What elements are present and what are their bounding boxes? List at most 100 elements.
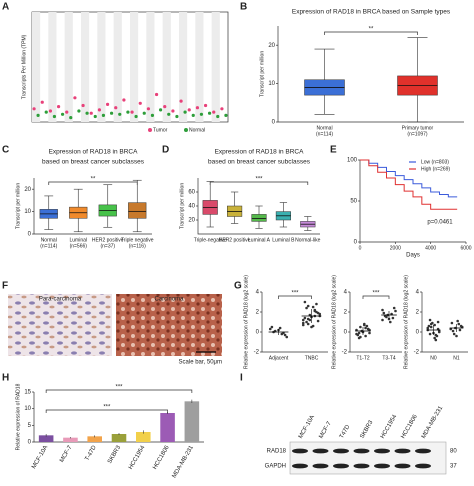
point (426, 326, 430, 330)
dot (163, 105, 167, 109)
point (436, 320, 440, 324)
band (113, 12, 122, 122)
point (452, 332, 456, 336)
y-tick-label: 0 (272, 120, 276, 126)
point (433, 323, 436, 327)
sig-bracket (324, 31, 418, 35)
bar (87, 436, 102, 442)
point (315, 302, 318, 306)
y-tick-label: 20 (268, 43, 275, 49)
band (394, 448, 411, 454)
point (306, 304, 310, 308)
point (428, 332, 432, 336)
dot (134, 114, 138, 119)
dot (199, 112, 204, 116)
x-tick-label: N0 (430, 355, 437, 361)
chart-title: based on breast cancer subclasses (208, 159, 311, 166)
x-tick-label: Luminal (69, 237, 87, 243)
y-tick-label: 4 (344, 290, 348, 296)
point (366, 327, 370, 331)
x-tick-label: 6000 (460, 245, 471, 251)
point (382, 311, 386, 315)
x-tick-label: Luminal B (272, 237, 295, 243)
bar (160, 413, 175, 442)
x-tick-label: SKBR3 (107, 444, 122, 465)
band (333, 448, 349, 454)
marker-label: 37 (450, 464, 457, 470)
point (431, 321, 434, 325)
y-tick-label: 10 (24, 209, 31, 215)
ihc-image (116, 294, 222, 356)
band (179, 12, 188, 122)
point (306, 322, 310, 326)
dot (48, 109, 53, 113)
dot (105, 102, 110, 106)
x-tick-label: TNBC (305, 355, 319, 361)
band-label: GAPDH (265, 464, 286, 470)
sig-label: *** (372, 291, 380, 297)
y-axis-label: Transcripts Per Million (TPM) (21, 34, 27, 99)
y-tick-label: 4 (416, 290, 420, 296)
x-tick-label: N1 (453, 355, 460, 361)
point (364, 334, 367, 338)
chart-title: based on breast cancer subclasses (42, 159, 145, 166)
x-tick-label: 0 (359, 245, 362, 251)
band (211, 12, 220, 122)
point (318, 312, 322, 316)
dot (158, 108, 163, 112)
y-tick-label: -2 (254, 350, 260, 356)
lane-label: T47D (339, 424, 352, 440)
x-tick-label: 2000 (390, 245, 401, 251)
y-tick-label: 0 (28, 440, 32, 446)
n-label: (n=114) (316, 131, 333, 137)
dot (122, 98, 126, 102)
x-tick-label: HER2 positive (219, 237, 251, 243)
sig-label: ** (369, 27, 374, 33)
point (437, 330, 441, 334)
point (303, 316, 307, 320)
dot (73, 96, 77, 100)
y-tick-label: 20 (24, 187, 31, 193)
panel-label: A (2, 2, 9, 13)
lane-label: HCC1806 (400, 413, 419, 439)
n-label: (n=566) (70, 243, 88, 249)
x-tick-label: Luminal A (248, 237, 271, 243)
point (268, 327, 272, 331)
chart-title: Expression of RAD18 in BRCA (49, 149, 139, 156)
band (32, 12, 41, 122)
band (292, 463, 308, 469)
lane-label: MCF-7 (318, 420, 333, 439)
panel-label: C (2, 145, 9, 156)
bar (136, 432, 151, 442)
dot (146, 107, 151, 111)
band (195, 12, 204, 122)
point (301, 321, 305, 325)
bar (38, 435, 54, 442)
y-tick-label: 100 (347, 158, 358, 164)
sig-bracket (45, 409, 168, 413)
bar (111, 434, 127, 442)
lane-label: MCF-10A (298, 415, 316, 440)
point (381, 318, 384, 322)
annotation: p=0.0461 (427, 220, 453, 226)
sig-label: *** (255, 177, 263, 183)
dot (191, 113, 195, 117)
dot (187, 108, 191, 112)
bar (184, 401, 200, 442)
legend-label: Normal (189, 127, 205, 133)
x-tick-label: T3-T4 (382, 355, 396, 361)
y-tick-label: 2 (416, 310, 420, 316)
panel-label: I (240, 373, 243, 384)
x-tick-label: Normal (316, 125, 332, 131)
y-tick-label: 10 (24, 406, 31, 412)
band (353, 448, 370, 454)
band-label: RAD18 (267, 449, 287, 455)
dot (203, 103, 208, 108)
band (292, 448, 308, 454)
y-axis-label: Relative expression of RAD18 (log2 scale… (331, 275, 337, 369)
lane-label: HCC1954 (380, 413, 399, 439)
dot (44, 110, 48, 114)
point (458, 328, 462, 332)
point (456, 319, 459, 323)
marker-label: 80 (450, 449, 457, 455)
